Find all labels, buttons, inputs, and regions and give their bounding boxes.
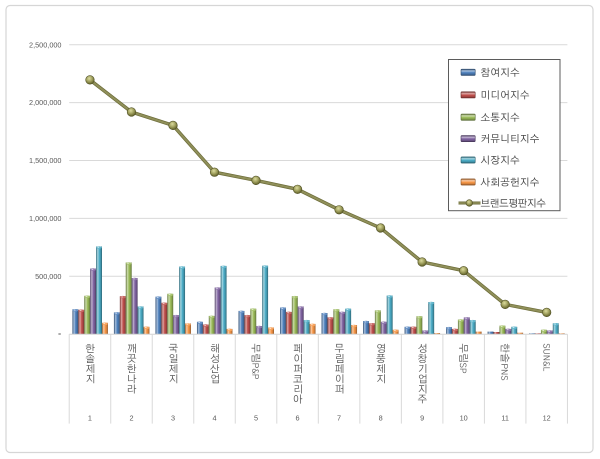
svg-text:7: 7 [337, 413, 341, 422]
svg-text:3: 3 [171, 413, 175, 422]
svg-text:12: 12 [543, 413, 551, 422]
svg-text:4: 4 [212, 413, 216, 422]
svg-text:2,500,000: 2,500,000 [29, 40, 61, 49]
svg-text:9: 9 [420, 413, 424, 422]
svg-text:11: 11 [501, 413, 509, 422]
svg-text:8: 8 [379, 413, 383, 422]
svg-text:5: 5 [254, 413, 258, 422]
svg-text:500,000: 500,000 [35, 272, 61, 281]
svg-text:1: 1 [88, 413, 92, 422]
svg-text:2,000,000: 2,000,000 [29, 98, 61, 107]
svg-text:6: 6 [296, 413, 300, 422]
svg-text:2: 2 [129, 413, 133, 422]
svg-text:1,500,000: 1,500,000 [29, 156, 61, 165]
svg-text:10: 10 [460, 413, 468, 422]
svg-text:1,000,000: 1,000,000 [29, 214, 61, 223]
